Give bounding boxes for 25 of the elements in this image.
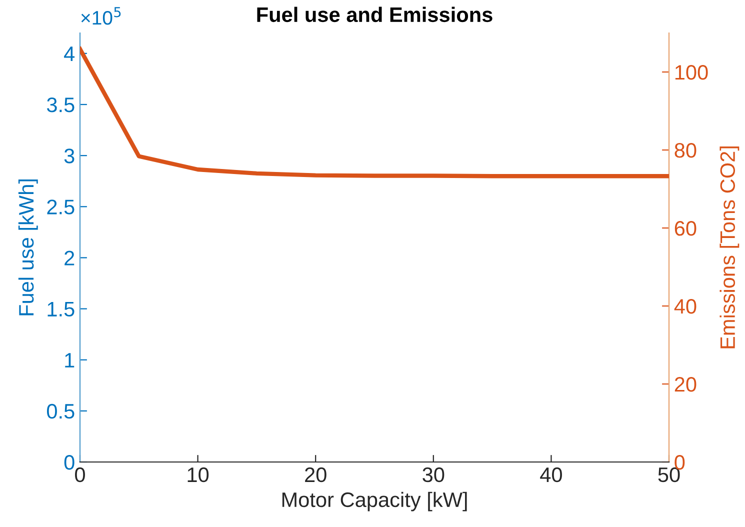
y-tick-label: 2 [64, 250, 74, 266]
y2-axis-title: Emissions [Tons CO2] [720, 146, 740, 348]
y-tick-label: 3 [64, 148, 74, 164]
y2-tick-label: 20 [674, 377, 696, 392]
x-tick-label: 20 [305, 467, 326, 482]
x-tick-label: 0 [75, 467, 85, 482]
x-axis-title: Motor Capacity [kW] [282, 492, 467, 512]
chart-title: Fuel use and Emissions [257, 6, 492, 22]
line-series [80, 46, 669, 178]
y-tick-label: 0.5 [46, 404, 74, 419]
y2-tick-label: 40 [674, 299, 696, 314]
y2-tick-label: 80 [674, 143, 696, 158]
y-tick-label: 1 [65, 353, 74, 368]
x-tick-label: 40 [540, 467, 562, 482]
y-tick-label: 2.5 [47, 200, 74, 214]
y-tick-label: 3.5 [46, 98, 74, 112]
y-tick-label: 0 [64, 455, 74, 470]
y-axis-title: Fuel use [kWh] [18, 180, 38, 316]
x-tick-label: 10 [188, 467, 209, 482]
y2-tick-label: 60 [674, 221, 696, 236]
y-tick-label: 1.5 [48, 302, 74, 317]
y2-tick-label: 100 [675, 65, 708, 80]
text: ×10$^{5}$ [81, 7, 121, 25]
y-tick-label: 4 [64, 46, 75, 61]
x-tick-label: 30 [422, 467, 444, 482]
